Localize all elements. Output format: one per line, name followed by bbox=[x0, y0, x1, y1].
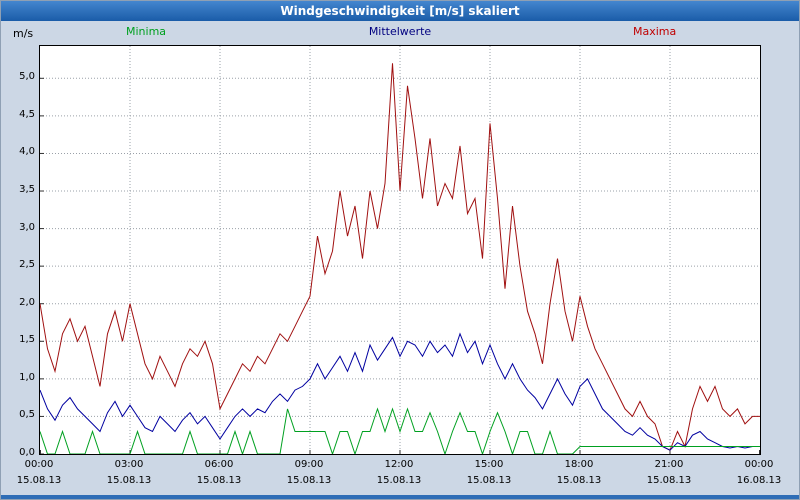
y-tick-label: 4,0 bbox=[19, 146, 35, 158]
plot-area bbox=[39, 45, 761, 455]
series-line-minima bbox=[40, 407, 760, 454]
y-tick-label: 0,0 bbox=[19, 447, 35, 458]
y-tick-label: 5,0 bbox=[19, 71, 35, 83]
x-tick-time-label: 15:00 bbox=[474, 459, 504, 470]
x-tick-time-label: 18:00 bbox=[564, 459, 594, 470]
bottom-accent-bar bbox=[1, 495, 799, 499]
series-line-maxima bbox=[40, 63, 760, 451]
chart-plot bbox=[40, 46, 760, 454]
y-tick-label: 1,0 bbox=[19, 371, 35, 383]
x-tick-time-label: 09:00 bbox=[294, 459, 324, 470]
x-tick-date-label: 15.08.13 bbox=[646, 475, 692, 486]
x-tick-date-label: 15.08.13 bbox=[196, 475, 242, 486]
y-tick-label: 4,5 bbox=[19, 108, 35, 120]
y-tick-label: 0,5 bbox=[19, 409, 35, 421]
x-tick-date-label: 15.08.13 bbox=[466, 475, 512, 486]
x-tick-date-label: 15.08.13 bbox=[376, 475, 422, 486]
x-tick-time-label: 00:00 bbox=[24, 459, 54, 470]
x-tick-time-label: 12:00 bbox=[384, 459, 414, 470]
legend-row: m/s Minima Mittelwerte Maxima bbox=[1, 24, 799, 40]
y-axis-unit-label: m/s bbox=[13, 27, 34, 40]
chart-title-bar: Windgeschwindigkeit [m/s] skaliert bbox=[1, 1, 799, 21]
x-tick-time-label: 21:00 bbox=[654, 459, 684, 470]
x-tick-time-label: 06:00 bbox=[204, 459, 234, 470]
y-tick-label: 2,0 bbox=[19, 296, 35, 308]
legend-item-minima: Minima bbox=[126, 25, 167, 38]
chart-title: Windgeschwindigkeit [m/s] skaliert bbox=[280, 4, 520, 18]
legend-item-maxima: Maxima bbox=[633, 25, 677, 38]
y-tick-label: 3,5 bbox=[19, 184, 35, 196]
x-tick-date-label: 16.08.13 bbox=[736, 475, 782, 486]
x-tick-date-label: 15.08.13 bbox=[286, 475, 332, 486]
y-tick-label: 1,5 bbox=[19, 334, 35, 346]
x-tick-date-label: 15.08.13 bbox=[556, 475, 602, 486]
x-tick-time-label: 03:00 bbox=[114, 459, 144, 470]
y-tick-label: 2,5 bbox=[19, 259, 35, 271]
x-tick-time-label: 00:00 bbox=[744, 459, 774, 470]
series-line-mittelwerte bbox=[40, 332, 760, 451]
legend-item-mittelwerte: Mittelwerte bbox=[368, 25, 432, 38]
x-tick-date-label: 15.08.13 bbox=[16, 475, 62, 486]
x-tick-date-label: 15.08.13 bbox=[106, 475, 152, 486]
y-tick-label: 3,0 bbox=[19, 221, 35, 233]
